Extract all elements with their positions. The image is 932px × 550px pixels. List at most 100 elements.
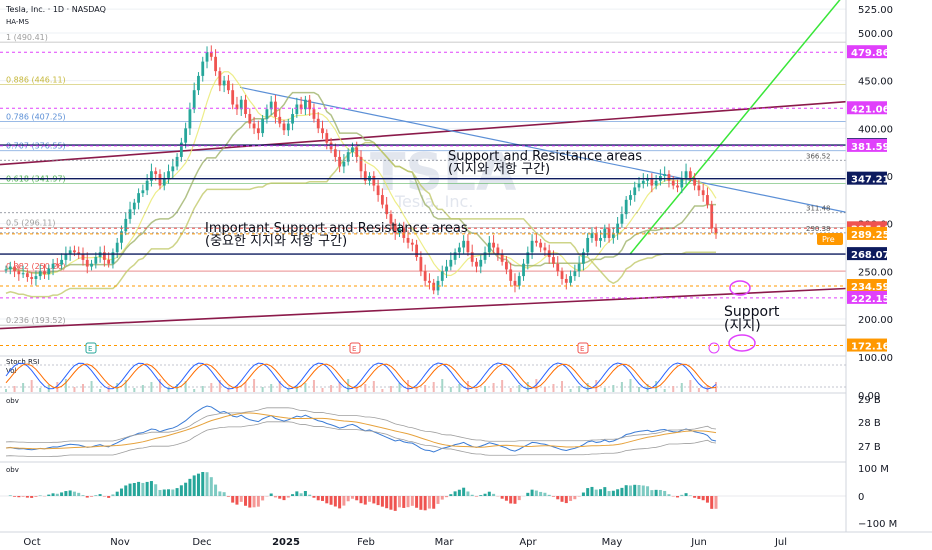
obv-pane bbox=[5, 405, 717, 457]
event-icon[interactable] bbox=[708, 342, 720, 354]
histogram-bar bbox=[402, 496, 406, 508]
histogram-bar bbox=[363, 496, 367, 505]
histogram-bar bbox=[55, 493, 59, 496]
histogram-bar bbox=[60, 492, 64, 496]
time-axis[interactable]: Oct Nov Dec 2025 Feb Mar Apr May Jun Jul bbox=[23, 537, 787, 548]
histogram-bar bbox=[94, 495, 98, 496]
histogram-bar bbox=[479, 495, 483, 496]
histogram-bar bbox=[705, 496, 709, 503]
volume-bar bbox=[22, 383, 25, 392]
candle-body bbox=[398, 228, 401, 234]
histogram-bar bbox=[470, 494, 474, 496]
candle-body bbox=[85, 259, 89, 267]
volume-bar bbox=[261, 387, 264, 392]
candle-body bbox=[239, 99, 243, 110]
histogram-bar bbox=[427, 496, 431, 509]
volume-bar bbox=[715, 382, 717, 392]
volume-bar bbox=[543, 387, 546, 392]
histogram-bar bbox=[303, 490, 307, 496]
candle-body bbox=[214, 56, 217, 72]
volume-bar bbox=[141, 385, 144, 392]
candle-body bbox=[17, 271, 21, 275]
candle-body bbox=[124, 218, 128, 232]
volume-bar bbox=[364, 384, 367, 392]
candle-body bbox=[141, 190, 145, 194]
histogram-bar bbox=[338, 496, 342, 509]
candle-body bbox=[188, 109, 192, 129]
volume-bar bbox=[518, 385, 521, 392]
fib-label: 0.707 (376.55) bbox=[6, 142, 66, 151]
volume-bar bbox=[201, 386, 204, 392]
histogram-bar bbox=[581, 492, 585, 496]
histogram-bar bbox=[603, 487, 607, 496]
candle-body bbox=[714, 228, 718, 234]
price-label-text: 234.59 bbox=[851, 282, 890, 293]
price-labels: 479.86421.06382.40381.59347.21295.14289.… bbox=[847, 45, 890, 353]
histogram-bar bbox=[658, 489, 662, 496]
histogram-bar bbox=[646, 486, 650, 496]
obv-line bbox=[5, 405, 717, 453]
histogram-bar bbox=[410, 496, 414, 506]
support-label-kr: (지지) bbox=[724, 318, 761, 334]
candle-body bbox=[342, 161, 346, 167]
earnings-badge-2[interactable]: E bbox=[349, 342, 361, 354]
candle-body bbox=[406, 237, 410, 243]
earnings-badge-1[interactable]: E bbox=[85, 342, 97, 354]
obv-label-1: obv bbox=[6, 397, 19, 405]
obv-histogram-pane bbox=[0, 472, 846, 511]
histogram-bar bbox=[244, 496, 248, 506]
histogram-bar bbox=[98, 494, 102, 496]
level-value-label: 290.38 bbox=[806, 225, 831, 233]
candle-body bbox=[526, 252, 530, 264]
volume-bar bbox=[424, 385, 427, 392]
volume-bar bbox=[218, 380, 221, 392]
earnings-badge-3[interactable]: E bbox=[577, 342, 589, 354]
candle-body bbox=[30, 277, 34, 279]
histogram-bar bbox=[342, 496, 346, 506]
histogram-bar bbox=[81, 495, 85, 496]
indicator-tick-label: 28 B bbox=[858, 418, 881, 429]
stoch-rsi-pane bbox=[0, 362, 846, 392]
candle-body bbox=[684, 171, 688, 178]
time-tick-label: May bbox=[602, 537, 623, 548]
histogram-bar bbox=[569, 496, 573, 501]
volume-bar bbox=[389, 386, 392, 392]
fib-label: 0.382 (250.26) bbox=[6, 262, 66, 271]
candle-body bbox=[500, 254, 504, 262]
volume-bar bbox=[39, 388, 42, 392]
histogram-bar bbox=[278, 496, 282, 499]
candle-body bbox=[586, 237, 590, 253]
histogram-bar bbox=[406, 496, 410, 508]
candle-body bbox=[68, 250, 72, 255]
candle-body bbox=[415, 244, 419, 258]
histogram-bar bbox=[248, 496, 252, 508]
volume-bar bbox=[5, 389, 7, 392]
price-label-box bbox=[847, 338, 887, 352]
histogram-bar bbox=[218, 491, 222, 496]
candle-body bbox=[132, 202, 136, 210]
volume-bar bbox=[73, 387, 76, 392]
histogram-bar bbox=[282, 496, 286, 501]
candle-body bbox=[162, 177, 166, 186]
volume-bar bbox=[30, 380, 33, 392]
volume-bar bbox=[680, 383, 683, 392]
candle-body bbox=[688, 171, 692, 178]
candle-body bbox=[624, 199, 628, 215]
histogram-bar bbox=[239, 496, 243, 502]
histogram-bar bbox=[316, 496, 320, 501]
isr-area-title: Important Support and Resistance areas bbox=[205, 221, 468, 236]
histogram-bar bbox=[667, 494, 671, 496]
candle-body bbox=[522, 263, 525, 277]
candle-body bbox=[179, 142, 183, 157]
histogram-bar bbox=[504, 496, 508, 501]
indicator-tick-label: 29 B bbox=[858, 395, 881, 406]
candle-body bbox=[81, 254, 85, 260]
volume-bar bbox=[441, 379, 444, 392]
volume-bar bbox=[638, 387, 641, 392]
candle-body bbox=[487, 242, 491, 253]
histogram-bar bbox=[389, 496, 393, 510]
histogram-bar bbox=[196, 473, 200, 496]
histogram-bar bbox=[492, 493, 496, 496]
histogram-bar bbox=[539, 491, 543, 496]
